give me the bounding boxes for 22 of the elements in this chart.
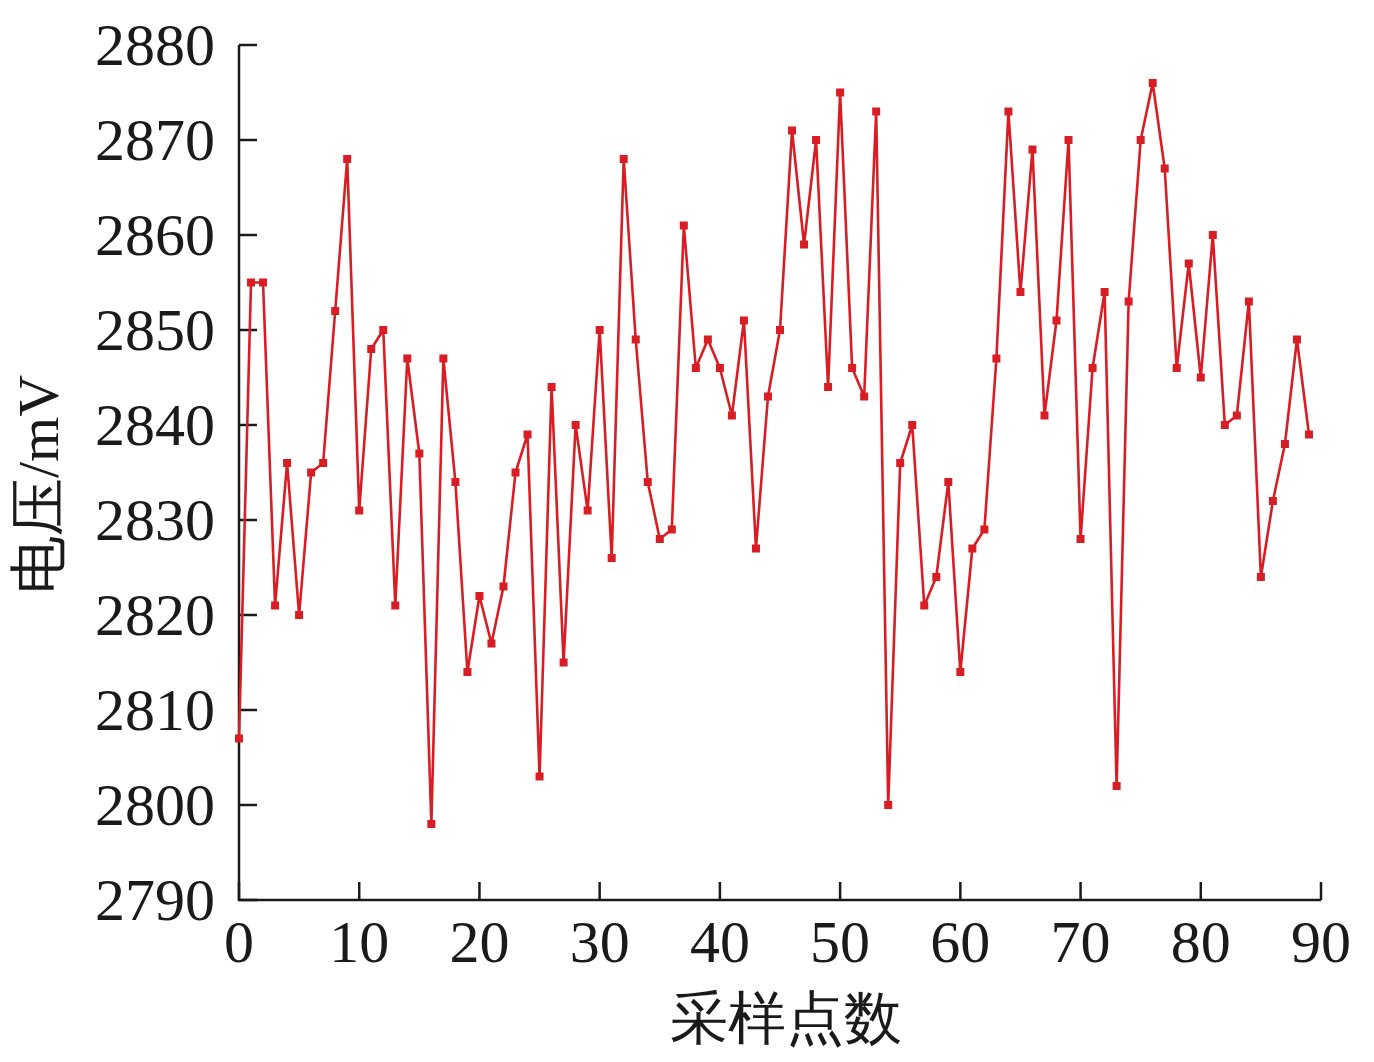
x-tick-label: 60: [930, 909, 991, 975]
x-tick-label: 10: [329, 909, 390, 975]
x-tick-label: 70: [1050, 909, 1111, 975]
y-tick-label: 2860: [95, 201, 215, 268]
x-tick-label: 0: [224, 909, 254, 975]
y-tick-label: 2880: [95, 11, 215, 78]
x-axis-title: 采样点数: [670, 986, 902, 1051]
x-tick-label: 90: [1291, 909, 1351, 975]
y-tick-label: 2850: [95, 296, 215, 363]
y-tick-label: 2870: [95, 106, 215, 173]
x-tick-label: 20: [449, 909, 510, 975]
y-tick-label: 2810: [95, 676, 215, 743]
x-tick-label: 30: [569, 909, 630, 975]
y-tick-label: 2790: [95, 866, 215, 933]
y-tick-label: 2840: [95, 391, 215, 458]
x-tick-label: 50: [810, 909, 871, 975]
y-tick-label: 2820: [95, 581, 215, 648]
y-tick-label: 2800: [95, 771, 215, 838]
y-tick-label: 2830: [95, 486, 215, 553]
x-tick-label: 80: [1170, 909, 1231, 975]
x-tick-label: 40: [689, 909, 750, 975]
y-axis-title: 电压/mV: [6, 374, 71, 595]
